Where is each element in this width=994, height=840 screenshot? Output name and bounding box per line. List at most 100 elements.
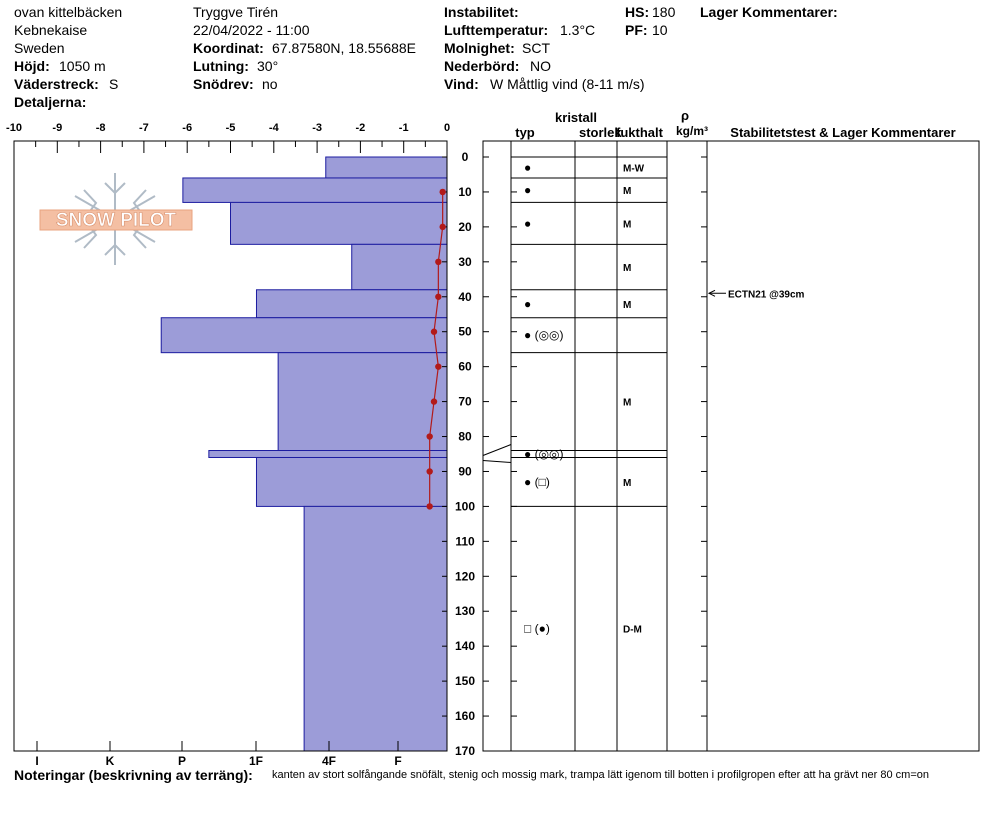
- temperature-point-2: [435, 258, 442, 266]
- air-temp-label: Lufttemperatur:: [444, 22, 549, 38]
- depth-label-1: 10: [458, 185, 472, 199]
- depth-label-10: 100: [455, 499, 475, 513]
- location-name: ovan kittelbäcken: [14, 4, 123, 20]
- depth-label-11: 110: [455, 534, 475, 548]
- slope-value: 30°: [257, 58, 279, 74]
- elevation-value: 1050 m: [59, 58, 106, 74]
- moisture-4: M: [623, 300, 631, 311]
- temp-tick-label-4: -6: [182, 122, 192, 134]
- temperature-line: [429, 191, 444, 507]
- notes-text: kanten av stort solfångande snöfält, ste…: [272, 769, 929, 781]
- pf-value: 10: [652, 22, 668, 38]
- depth-label-15: 150: [455, 674, 475, 688]
- stability-test-label: ECTN21 @39cm: [728, 289, 805, 300]
- snowpilot-logo: SNOW PILOT: [39, 173, 193, 265]
- temperature-point-4: [430, 328, 438, 335]
- layer-rows: ● M-W ● M ● M M ● M ● (◎◎) M ● (◎◎) ● (□) M □ (●) D-M: [482, 156, 667, 752]
- crystal-type-5: ● (◎◎): [524, 328, 564, 342]
- snowpilot-logo-text: SNOW PILOT: [56, 210, 177, 231]
- crystal-type-9: □ (●): [524, 622, 550, 636]
- aspect-label: Väderstreck:: [14, 76, 99, 92]
- moisture-3: M: [623, 263, 631, 274]
- temp-tick-label-9: -1: [399, 122, 409, 134]
- temperature-point-3: [435, 293, 442, 300]
- thin-layer-connector-top: [482, 444, 512, 456]
- elevation-label: Höjd:: [14, 58, 50, 74]
- layer-comments-label: Lager Kommentarer:: [700, 4, 838, 20]
- density-unit: kg/m³: [676, 124, 708, 138]
- size-header: storlek: [579, 125, 622, 140]
- moisture-1: M: [623, 186, 631, 197]
- hardness-bar-7: [208, 450, 448, 458]
- hardness-bar-9: [303, 505, 448, 752]
- hardness-label-0: I: [35, 754, 38, 768]
- hardness-bar-4: [255, 289, 448, 319]
- hardness-label-1: K: [106, 754, 115, 768]
- moisture-9: D-M: [623, 625, 642, 636]
- temp-tick-label-7: -3: [312, 122, 322, 134]
- depth-label-12: 120: [455, 569, 475, 583]
- temp-tick-label-2: -8: [96, 122, 106, 134]
- moisture-2: M: [623, 219, 631, 230]
- hardness-label-4: 4F: [322, 754, 336, 768]
- stability-header: Stabilitetstest & Lager Kommentarer: [730, 125, 955, 140]
- temp-tick-label-10: 0: [444, 122, 450, 134]
- depth-label-9: 90: [458, 464, 472, 478]
- temperature-point-5: [435, 363, 442, 370]
- crystal-type-0: ●: [524, 160, 531, 174]
- hardness-bar-2: [230, 201, 448, 245]
- depth-label-2: 20: [458, 220, 472, 234]
- wind-value: W Måttlig vind (8-11 m/s): [490, 76, 645, 92]
- crystal-type-7: ● (◎◎): [524, 447, 564, 461]
- crystal-type-4: ●: [524, 297, 531, 311]
- depth-label-5: 50: [458, 325, 472, 339]
- temperature-point-0: [439, 188, 446, 196]
- hardness-bar-1: [182, 177, 448, 203]
- hs-label: HS:: [625, 4, 650, 20]
- temp-tick-label-5: -5: [226, 122, 236, 134]
- crystal-type-2: ●: [524, 216, 531, 230]
- depth-label-13: 130: [455, 604, 475, 618]
- profile-axes: -10 -9 -8 -7 -6 -5 -4 -3 -2 -1 0I K P 1F 4F F0102030405…: [6, 122, 707, 768]
- instability-label: Instabilitet:: [444, 4, 519, 20]
- pf-label: PF:: [625, 22, 648, 38]
- temperature-point-6: [430, 398, 438, 405]
- crystal-type-1: ●: [524, 183, 531, 197]
- depth-label-3: 30: [458, 255, 472, 269]
- hardness-bars: [160, 156, 448, 752]
- coordinate-label: Koordinat:: [193, 40, 264, 56]
- area-name: Kebnekaise: [14, 22, 88, 38]
- depth-label-16: 160: [455, 709, 475, 723]
- hardness-bar-0: [325, 156, 448, 179]
- depth-label-14: 140: [455, 639, 475, 653]
- wind-label: Vind:: [444, 76, 479, 92]
- slope-label: Lutning:: [193, 58, 249, 74]
- precip-label: Nederbörd:: [444, 58, 520, 74]
- details-label: Detaljerna:: [14, 94, 87, 110]
- crystal-header: kristall: [555, 110, 597, 125]
- depth-label-0: 0: [462, 150, 469, 164]
- coordinate-value: 67.87580N, 18.55688E: [272, 40, 417, 56]
- drift-label: Snödrev:: [193, 76, 254, 92]
- hardness-label-3: 1F: [249, 754, 263, 768]
- temp-tick-label-6: -4: [269, 122, 280, 134]
- hardness-bar-5: [160, 317, 448, 354]
- hardness-bar-6: [277, 352, 448, 452]
- observation-datetime: 22/04/2022 - 11:00: [193, 22, 310, 38]
- depth-label-8: 80: [458, 430, 472, 444]
- depth-label-7: 70: [458, 395, 472, 409]
- hardness-label-2: P: [178, 754, 186, 768]
- depth-label-4: 40: [458, 290, 472, 304]
- density-symbol: ρ: [681, 108, 689, 123]
- temp-tick-label-8: -2: [356, 122, 366, 134]
- temperature-profile: [426, 188, 446, 510]
- moisture-0: M-W: [623, 163, 645, 174]
- temperature-point-8: [426, 468, 433, 475]
- moisture-8: M: [623, 478, 631, 489]
- crystal-type-8: ● (□): [524, 475, 550, 489]
- air-temp-value: 1.3°C: [560, 22, 596, 38]
- hardness-bar-8: [255, 456, 448, 507]
- temp-tick-label-0: -10: [6, 122, 22, 134]
- moisture-6: M: [623, 398, 631, 409]
